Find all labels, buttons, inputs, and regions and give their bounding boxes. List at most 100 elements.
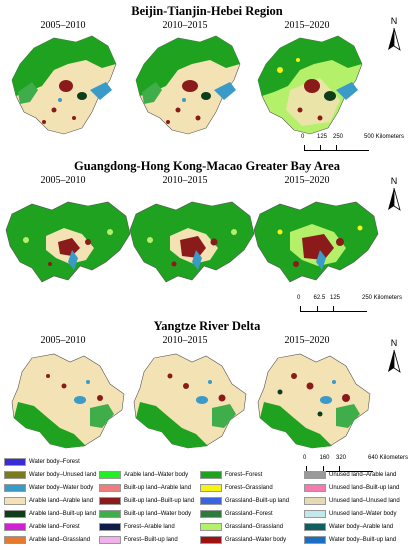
legend-item: Water body–Forest	[4, 457, 80, 467]
legend-swatch	[200, 523, 222, 531]
legend-item: Grassland–Built-up land	[200, 496, 289, 506]
legend-label: Arable land–Arable land	[29, 498, 94, 504]
scale-label: 0	[297, 295, 301, 301]
legend-swatch	[99, 497, 121, 505]
map-jjj-2015-2020	[257, 35, 363, 135]
scale-label: 125	[317, 134, 328, 140]
legend-label: Water body–Arable land	[329, 524, 394, 530]
scale-bar-gba: 0 62.5 125 250 Kilometers	[297, 295, 404, 320]
period-label-gba-1: 2005–2010	[40, 175, 86, 186]
scale-bar-jjj: 0 125 250 500 Kilometers	[301, 134, 404, 159]
legend-swatch	[200, 510, 222, 518]
legend-label: Built-up land–Arable land	[124, 485, 192, 491]
legend-label: Built-up land–Water body	[124, 511, 192, 517]
legend-item: Arable land–Built-up land	[4, 509, 96, 519]
legend-label: Grassland–Water body	[225, 537, 287, 543]
legend-label: Forest–Built-up land	[124, 537, 178, 543]
legend-label: Unused land–Built-up land	[329, 485, 400, 491]
legend-swatch	[4, 523, 26, 531]
north-label: N	[390, 16, 398, 26]
north-arrow-jjj: N	[382, 16, 406, 56]
legend-label: Unused land–Arable land	[329, 472, 397, 478]
legend-item: Unused land–Arable land	[304, 470, 396, 480]
legend-swatch	[99, 471, 121, 479]
legend-item: Arable land–Grassland	[4, 535, 90, 545]
scale-label: 160	[319, 455, 330, 461]
period-label-jjj-1: 2005–2010	[40, 20, 86, 31]
legend-item: Water body–Arable land	[304, 522, 393, 532]
map-yrd-2015-2020	[257, 353, 371, 449]
north-label: N	[390, 176, 398, 186]
north-arrow-icon	[388, 187, 401, 211]
legend-item: Water body–Built-up land	[304, 535, 396, 545]
scale-label: 250	[333, 134, 344, 140]
legend-item: Forest–Built-up land	[99, 535, 178, 545]
legend-swatch	[99, 484, 121, 492]
legend-item: Forest–Forest	[200, 470, 262, 480]
legend-swatch	[304, 497, 326, 505]
legend-label: Unused land–Unused land	[329, 498, 400, 504]
legend-label: Arable land–Forest	[29, 524, 80, 530]
map-gba-2015-2020	[253, 201, 379, 283]
period-label-jjj-3: 2015–2020	[284, 20, 330, 31]
legend-item: Unused land–Water body	[304, 509, 397, 519]
scale-label: 0	[301, 134, 305, 140]
period-label-yrd-1: 2005–2010	[40, 335, 86, 346]
north-arrow-gba: N	[382, 176, 406, 216]
legend-swatch	[4, 536, 26, 544]
north-label: N	[390, 338, 398, 348]
legend-label: Arable land–Grassland	[29, 537, 91, 543]
north-arrow-icon	[388, 27, 401, 51]
period-label-jjj-2: 2010–2015	[162, 20, 208, 31]
legend-swatch	[304, 471, 326, 479]
legend-swatch	[99, 523, 121, 531]
scale-label: 0	[303, 455, 307, 461]
legend-label: Arable land–Built-up land	[29, 511, 97, 517]
legend-item: Arable land–Arable land	[4, 496, 93, 506]
legend-label: Water body–Water body	[29, 485, 94, 491]
scale-label: 640 Kilometers	[368, 455, 409, 461]
legend-label: Forest–Grassland	[225, 485, 273, 491]
legend-item: Forest–Arable land	[99, 522, 175, 532]
legend-item: Unused land–Unused land	[304, 496, 400, 506]
legend-swatch	[304, 510, 326, 518]
legend-label: Unused land–Water body	[329, 511, 397, 517]
legend-item: Built-up land–Arable land	[99, 483, 191, 493]
region-title-gba: Guangdong-Hong Kong-Macao Greater Bay Ar…	[74, 159, 340, 173]
legend-item: Grassland–Grassland	[200, 522, 283, 532]
map-legend: Water body–Forest Water body–Unused land W…	[4, 457, 414, 550]
map-jjj-2010-2015	[135, 35, 241, 135]
legend-swatch	[99, 536, 121, 544]
region-title-yrd: Yangtze River Delta	[153, 319, 261, 333]
legend-label: Forest–Forest	[225, 472, 263, 478]
legend-label: Arable land–Water body	[124, 472, 189, 478]
legend-swatch	[200, 497, 222, 505]
legend-swatch	[304, 484, 326, 492]
legend-swatch	[4, 510, 26, 518]
legend-label: Forest–Arable land	[124, 524, 175, 530]
legend-item: Grassland–Forest	[200, 509, 273, 519]
legend-item: Water body–Water body	[4, 483, 93, 493]
legend-swatch	[4, 471, 26, 479]
legend-swatch	[200, 536, 222, 544]
legend-label: Water body–Forest	[29, 459, 80, 465]
legend-swatch	[4, 458, 26, 466]
legend-label: Grassland–Built-up land	[225, 498, 290, 504]
map-yrd-2010-2015	[133, 353, 247, 449]
legend-swatch	[304, 536, 326, 544]
period-label-gba-2: 2010–2015	[162, 175, 208, 186]
legend-item: Unused land–Built-up land	[304, 483, 399, 493]
legend-label: Grassland–Grassland	[225, 524, 284, 530]
legend-item: Grassland–Water body	[200, 535, 286, 545]
north-arrow-icon	[388, 349, 401, 373]
map-jjj-2005-2010	[11, 35, 117, 135]
scale-label: 250 Kilometers	[362, 295, 403, 301]
legend-item: Arable land–Water body	[99, 470, 188, 480]
map-gba-2005-2010	[5, 201, 131, 283]
map-gba-2010-2015	[129, 201, 255, 283]
legend-label: Water body–Unused land	[29, 472, 97, 478]
period-label-yrd-2: 2010–2015	[162, 335, 208, 346]
scale-label: 62.5	[313, 295, 326, 301]
legend-swatch	[4, 484, 26, 492]
legend-label: Water body–Built-up land	[329, 537, 397, 543]
